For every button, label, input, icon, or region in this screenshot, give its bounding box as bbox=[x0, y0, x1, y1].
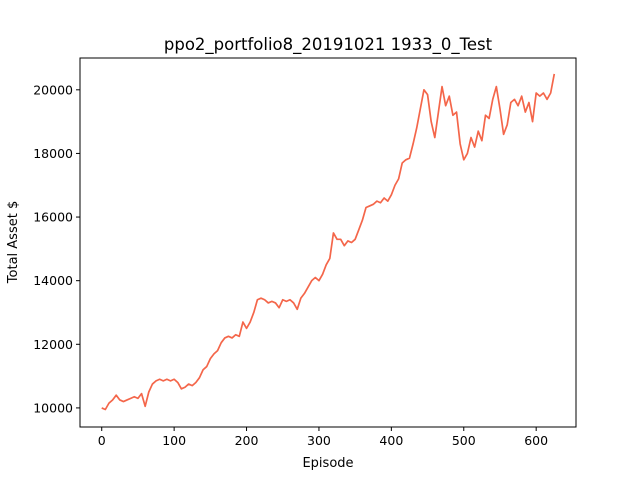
x-tick-label: 300 bbox=[307, 433, 331, 448]
y-tick-label: 10000 bbox=[33, 400, 73, 415]
chart-title: ppo2_portfolio8_20191021 1933_0_Test bbox=[164, 35, 493, 55]
x-axis-label: Episode bbox=[302, 456, 353, 471]
x-tick-label: 200 bbox=[235, 433, 259, 448]
y-tick-label: 20000 bbox=[33, 82, 73, 97]
x-tick-label: 500 bbox=[452, 433, 476, 448]
y-tick-label: 14000 bbox=[33, 273, 73, 288]
y-tick-label: 18000 bbox=[33, 146, 73, 161]
y-tick-label: 16000 bbox=[33, 210, 73, 225]
plot-area-frame bbox=[79, 57, 577, 428]
x-tick-label: 400 bbox=[379, 433, 403, 448]
x-tick-label: 100 bbox=[162, 433, 186, 448]
x-tick-label: 0 bbox=[98, 433, 106, 448]
series-line-0 bbox=[101, 73, 556, 411]
y-tick-label: 12000 bbox=[33, 337, 73, 352]
y-axis-label: Total Asset $ bbox=[6, 201, 21, 284]
x-tick-label: 600 bbox=[524, 433, 548, 448]
